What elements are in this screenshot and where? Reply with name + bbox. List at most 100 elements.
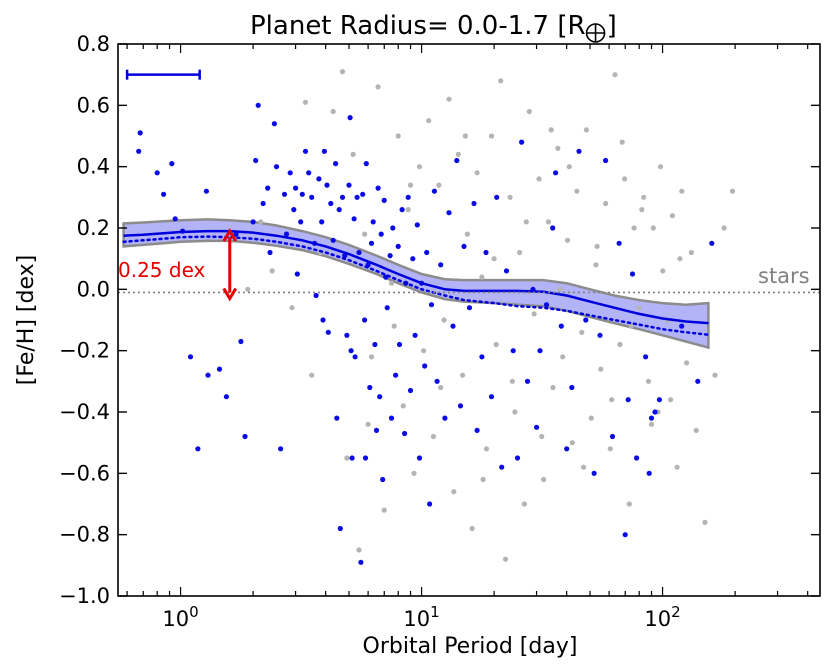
stars-point xyxy=(688,249,695,256)
stars-point xyxy=(395,133,401,139)
planets-point xyxy=(597,332,603,338)
stars-point xyxy=(436,182,442,188)
stars-point xyxy=(421,348,427,354)
planets-point xyxy=(267,249,273,256)
stars-point xyxy=(550,384,556,391)
planets-point xyxy=(309,194,315,200)
trend-layer xyxy=(122,69,710,336)
planets-point xyxy=(253,157,259,164)
planets-point xyxy=(428,302,435,308)
stars-point xyxy=(639,207,645,213)
planets-point xyxy=(405,194,411,200)
planets-point xyxy=(629,271,636,277)
planets-point xyxy=(380,476,386,483)
stars-point xyxy=(368,354,375,360)
planets-point xyxy=(384,305,390,311)
planets-point xyxy=(339,194,346,200)
planets-point xyxy=(656,397,663,403)
stars-point xyxy=(446,96,452,102)
planets-point xyxy=(450,323,456,329)
stars-point xyxy=(569,440,575,446)
planets-point xyxy=(553,170,559,176)
planets-point xyxy=(195,446,201,452)
planets-point xyxy=(348,348,354,354)
stars-point xyxy=(702,519,708,526)
annotation-label: 0.25 dex xyxy=(118,258,206,282)
stars-point xyxy=(674,464,680,470)
stars-point xyxy=(350,151,356,157)
stars-point xyxy=(628,323,634,329)
stars-point xyxy=(560,354,566,360)
planets-point xyxy=(634,455,640,461)
planets-point xyxy=(396,341,403,348)
planets-point xyxy=(643,354,649,360)
planets-point xyxy=(395,243,401,249)
stars-point xyxy=(617,341,623,348)
stars-point xyxy=(245,286,251,292)
plot-area: 0.25 dex stars xyxy=(117,43,821,597)
planets-point xyxy=(334,415,340,421)
stars-point xyxy=(405,207,411,213)
stars-point xyxy=(531,311,537,317)
planets-point xyxy=(622,532,628,538)
planets-point xyxy=(336,207,342,213)
x-tick-label: 100 xyxy=(162,603,198,631)
annotation-arrow-head-bottom xyxy=(222,287,238,302)
stars-point xyxy=(512,409,518,415)
planets-point xyxy=(154,170,160,176)
planets-point xyxy=(169,161,175,167)
stars-point xyxy=(289,305,295,311)
stars-point xyxy=(657,164,664,170)
confidence-band-layer xyxy=(122,218,710,350)
y-tick-label: −0.4 xyxy=(59,400,110,424)
x-tick-base: 10 xyxy=(162,607,189,631)
planets-point xyxy=(616,240,622,246)
y-tick-label: 0.8 xyxy=(77,32,110,56)
planets-point xyxy=(351,216,357,222)
stars-point xyxy=(619,139,625,145)
planets-series xyxy=(136,102,715,565)
planets-point xyxy=(281,191,288,197)
stars-point xyxy=(668,397,674,403)
stars-point xyxy=(426,118,432,124)
planets-point xyxy=(388,415,395,421)
stars-point xyxy=(574,188,580,194)
planets-point xyxy=(302,148,309,154)
planets-point xyxy=(362,455,369,461)
x-tick-label: 102 xyxy=(644,603,680,631)
planets-point xyxy=(679,323,685,329)
x-tick-exponent: 0 xyxy=(189,603,199,621)
planets-point xyxy=(347,115,353,121)
planets-point xyxy=(278,446,284,452)
planets-point xyxy=(363,161,369,167)
planets-point xyxy=(416,455,423,461)
planets-point xyxy=(427,501,433,507)
stars-point xyxy=(609,397,615,403)
stars-point xyxy=(557,286,563,292)
planets-point xyxy=(373,427,380,433)
y-tick-label: −0.8 xyxy=(59,523,110,547)
stars-point xyxy=(539,433,545,440)
x-tick-exponent: 1 xyxy=(430,603,440,621)
planets-point xyxy=(377,394,383,400)
stars-point xyxy=(545,219,552,225)
y-axis: −1.0 −0.8 −0.6 −0.4 −0.2 0.0 0.2 0.4 0.6 0.8 xyxy=(59,32,820,608)
stars-point xyxy=(507,194,513,200)
y-tick-label: 0.0 xyxy=(77,277,110,301)
planets-point xyxy=(291,207,297,213)
stars-point xyxy=(603,200,609,207)
chart-title: Planet Radius= 0.0-1.7 [R ] xyxy=(250,11,617,43)
planets-point xyxy=(346,182,352,188)
planets-point xyxy=(287,170,293,176)
planets-point xyxy=(576,148,582,154)
y-tick-label: −0.2 xyxy=(59,339,110,363)
stars-point xyxy=(375,84,381,90)
planets-point xyxy=(390,225,396,231)
planets-point xyxy=(330,237,336,243)
planets-point xyxy=(360,191,366,197)
planets-point xyxy=(367,384,373,391)
planets-point xyxy=(368,240,375,246)
stars-point xyxy=(579,329,585,335)
reference-label: stars xyxy=(758,264,810,288)
stars-point xyxy=(451,489,457,495)
